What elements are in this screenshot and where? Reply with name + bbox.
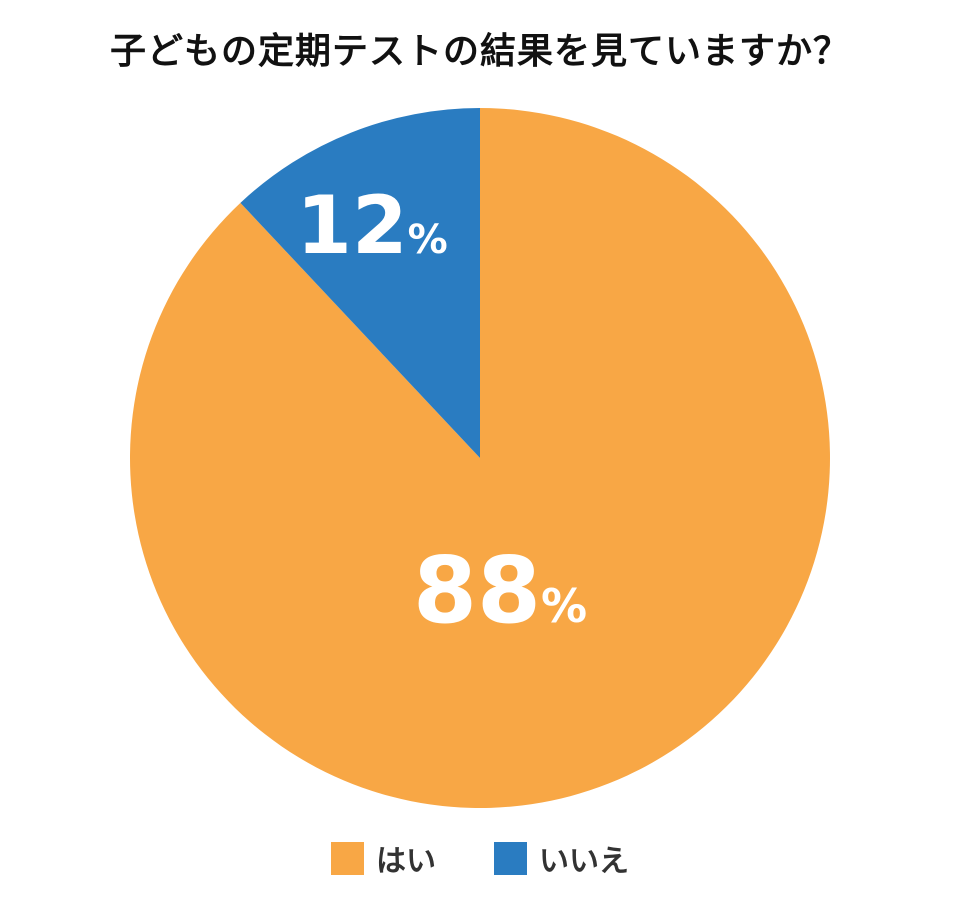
legend-item-no: いいえ	[494, 836, 629, 880]
legend: はい いいえ	[0, 836, 960, 880]
slice-label-1: 12%	[296, 179, 447, 272]
pie-slice-0	[129, 108, 830, 808]
slice-label-0: 88%	[413, 537, 587, 644]
legend-swatch-yes	[331, 841, 364, 875]
legend-label-yes: はい	[376, 844, 436, 879]
legend-label-no: いいえ	[539, 844, 629, 879]
legend-item-yes: はい	[331, 836, 436, 880]
pie-slice-1	[240, 108, 480, 458]
legend-swatch-no	[494, 841, 527, 875]
chart-title: 子どもの定期テストの結果を見ていますか？	[109, 31, 850, 72]
